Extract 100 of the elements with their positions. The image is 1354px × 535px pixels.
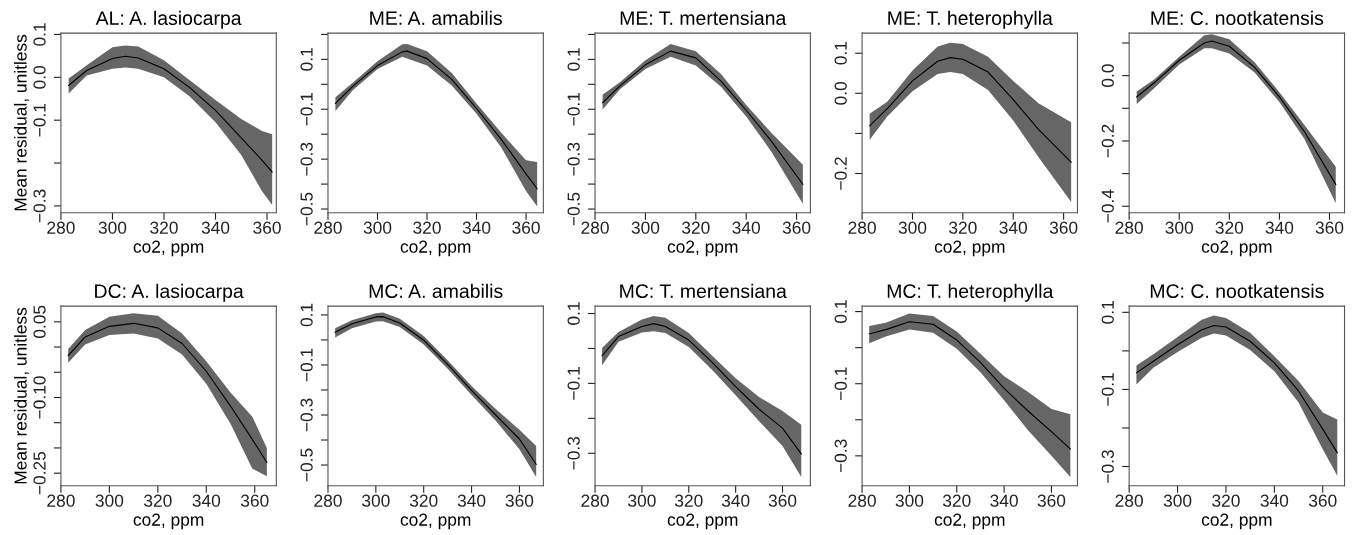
x-tick-label: 340 — [457, 494, 486, 507]
y-tick-label: −0.4 — [1101, 189, 1114, 223]
x-tick-label: 360 — [1315, 221, 1344, 234]
x-tick-label: 280 — [314, 221, 342, 234]
y-tick-label: −0.3 — [834, 439, 847, 473]
x-tick-label: 280 — [1115, 221, 1143, 234]
x-tick-label: 300 — [1165, 221, 1194, 234]
chart-title: MC: T. heterophylla — [887, 283, 1054, 302]
y-tick-label: 0.1 — [834, 300, 847, 323]
x-axis-title: co2, ppm — [667, 240, 738, 257]
y-tick-label: −0.1 — [567, 92, 580, 126]
y-tick-label: −0.5 — [300, 448, 313, 482]
y-tick-label: −0.3 — [300, 142, 313, 176]
x-tick-label: 320 — [681, 221, 710, 234]
x-tick-label: 340 — [462, 221, 491, 234]
x-tick-label: 360 — [782, 221, 811, 234]
y-tick-label: −0.3 — [567, 142, 580, 176]
x-tick-label: 300 — [95, 494, 124, 507]
y-tick-label: 0.0 — [33, 65, 46, 89]
chart-title: AL: A. lasiocarpa — [95, 10, 242, 29]
chart-title: ME: T. mertensiana — [620, 10, 787, 26]
y-tick-label: −0.3 — [1101, 450, 1114, 483]
x-tick-label: 360 — [1308, 494, 1337, 507]
x-tick-label: 320 — [150, 221, 178, 234]
x-tick-label: 280 — [581, 494, 609, 507]
y-tick-label: −0.3 — [567, 436, 580, 470]
x-tick-label: 360 — [768, 494, 797, 507]
y-tick-label: −0.1 — [300, 348, 313, 382]
line-series — [601, 323, 802, 455]
line-series — [868, 321, 1071, 450]
chart-title: MC: T. mertensiana — [620, 283, 787, 299]
x-tick-label: 300 — [1163, 494, 1192, 507]
y-tick-label: −0.25 — [33, 451, 46, 495]
x-tick-label: 320 — [413, 221, 441, 234]
y-tick-label: −0.10 — [33, 376, 46, 419]
chart-title: ME: C. nootkatensis — [1151, 10, 1324, 26]
x-axis-title: co2, ppm — [934, 240, 1005, 257]
x-axis-title: co2, ppm — [133, 513, 204, 530]
x-tick-label: 340 — [1265, 221, 1294, 234]
x-axis-title: co2, ppm — [934, 513, 1005, 530]
x-tick-label: 340 — [192, 494, 221, 507]
y-tick-label: 0.0 — [834, 81, 847, 105]
x-tick-label: 280 — [581, 221, 609, 234]
y-axis-title: Mean residual, unitless — [13, 307, 29, 484]
y-tick-label: 0.1 — [567, 48, 580, 71]
x-axis-title: co2, ppm — [1201, 513, 1272, 530]
y-tick-label: −0.1 — [567, 367, 580, 400]
line-series — [1136, 40, 1337, 185]
x-tick-label: 300 — [895, 494, 924, 507]
x-tick-label: 320 — [409, 494, 438, 507]
x-tick-label: 360 — [1049, 221, 1078, 234]
y-tick-label: 0.0 — [1101, 64, 1114, 88]
x-tick-label: 280 — [47, 494, 75, 507]
chart-title: MC: C. nootkatensis — [1150, 283, 1324, 299]
y-tick-label: −0.1 — [33, 103, 46, 137]
y-tick-label: 0.1 — [567, 302, 580, 325]
y-tick-label: 0.1 — [1101, 301, 1114, 324]
x-tick-label: 280 — [1115, 494, 1143, 507]
x-tick-label: 300 — [628, 494, 656, 507]
x-tick-label: 340 — [201, 221, 230, 234]
y-tick-label: 0.1 — [300, 48, 313, 71]
x-tick-label: 280 — [848, 494, 876, 507]
x-axis-title: co2, ppm — [400, 240, 471, 257]
y-tick-label: −0.3 — [33, 189, 46, 223]
x-tick-label: 320 — [942, 494, 971, 507]
line-series — [1135, 324, 1338, 454]
y-axis-title: Mean residual, unitless — [13, 34, 29, 211]
x-tick-label: 300 — [631, 221, 660, 234]
x-tick-label: 280 — [47, 221, 75, 234]
x-tick-label: 300 — [98, 221, 127, 234]
x-tick-label: 340 — [1260, 494, 1289, 507]
y-tick-label: 0.1 — [834, 41, 847, 65]
y-tick-label: −0.3 — [300, 398, 313, 432]
x-tick-label: 360 — [512, 221, 540, 234]
chart-title: MC: A. amabilis — [369, 283, 503, 299]
x-tick-label: 320 — [1212, 494, 1240, 507]
x-tick-label: 300 — [898, 221, 927, 234]
x-axis-title: co2, ppm — [133, 240, 204, 257]
chart-title: ME: T. heterophylla — [888, 10, 1053, 29]
x-axis-title: co2, ppm — [667, 513, 738, 530]
y-tick-label: −0.5 — [567, 192, 580, 226]
line-series — [602, 50, 804, 185]
y-tick-label: −0.2 — [1101, 124, 1114, 158]
x-tick-label: 320 — [674, 494, 703, 507]
chart-title: DC: A. lasiocarpa — [95, 283, 244, 302]
y-tick-label: −0.2 — [834, 157, 847, 190]
x-tick-label: 360 — [505, 494, 534, 507]
y-tick-label: −0.1 — [1101, 373, 1114, 406]
x-tick-label: 340 — [990, 494, 1018, 507]
y-tick-label: −0.5 — [300, 192, 313, 226]
x-tick-label: 320 — [949, 221, 977, 234]
line-series — [68, 55, 273, 173]
y-tick-label: −0.1 — [300, 92, 313, 126]
x-tick-label: 360 — [1037, 494, 1066, 507]
x-axis-title: co2, ppm — [1201, 240, 1272, 257]
x-tick-label: 280 — [848, 221, 876, 234]
x-tick-label: 300 — [362, 494, 390, 507]
x-tick-label: 340 — [732, 221, 760, 234]
x-tick-label: 360 — [240, 494, 269, 507]
chart-title: ME: A. amabilis — [370, 10, 502, 26]
